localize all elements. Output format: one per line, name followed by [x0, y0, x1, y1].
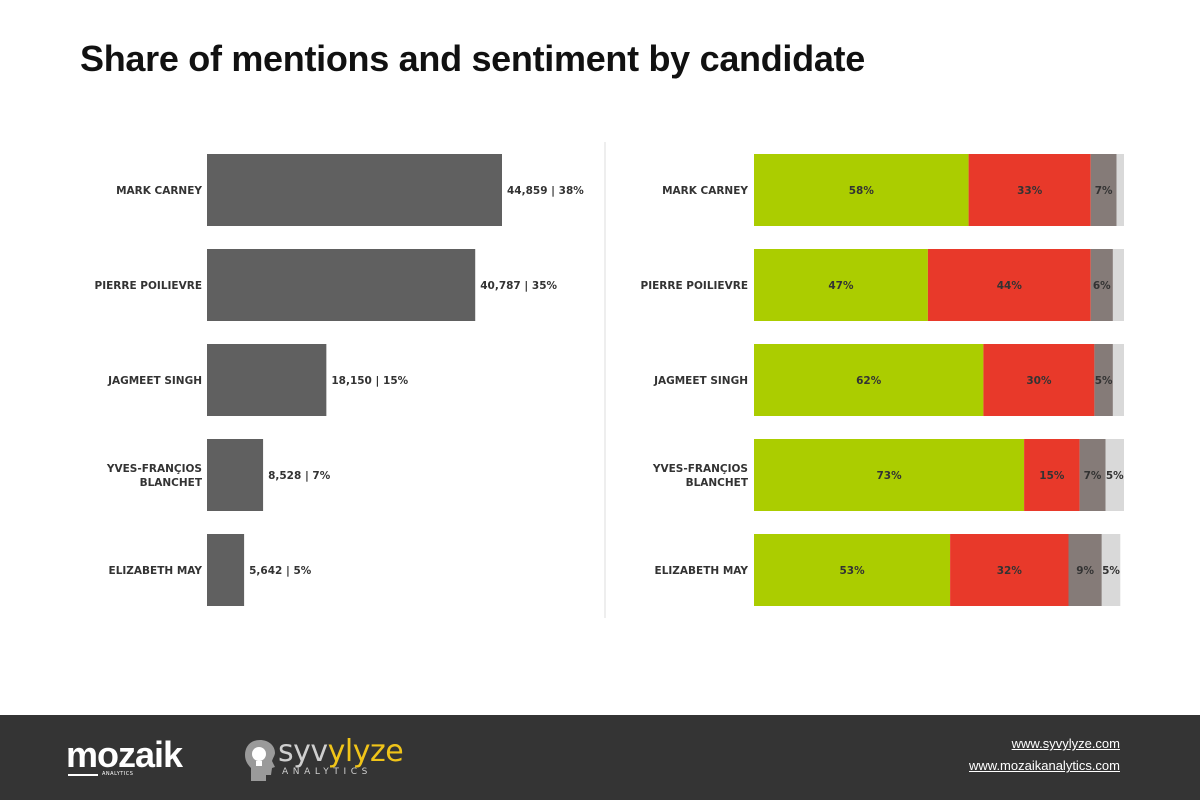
category-label-line: ELIZABETH MAY — [655, 565, 749, 577]
syvylyze-logo[interactable]: syvylyze ANALYTICS — [242, 735, 404, 789]
category-label-line: JAGMEET SINGH — [653, 375, 748, 387]
mentions-data-label: 40,787 | 35% — [480, 280, 557, 292]
category-label-line: PIERRE POILIEVRE — [641, 280, 748, 292]
category-label-line: BLANCHET — [140, 477, 203, 489]
sentiment-data-label: 7% — [1095, 185, 1113, 197]
sentiment-data-label: 5% — [1106, 470, 1124, 482]
category-label: YVES-FRANÇIOS BLANCHET — [652, 463, 749, 489]
category-label: JAGMEET SINGH — [107, 375, 202, 387]
sentiment-data-label: 15% — [1039, 470, 1065, 482]
category-label-line: ELIZABETH MAY — [109, 565, 203, 577]
mentions-bar — [207, 439, 264, 511]
mozaik-logo[interactable]: mozaik ANALYTICS — [66, 735, 196, 779]
mentions-data-label: 18,150 | 15% — [331, 375, 408, 387]
head-lightbulb-icon — [245, 740, 275, 781]
charts-canvas: MARK CARNEY 44,859 | 38% PIERRE POILIEVRE 4… — [95, 142, 1124, 618]
other-segment — [1101, 534, 1121, 606]
category-label: YVES-FRANÇIOS BLANCHET — [106, 463, 203, 489]
category-label: MARK CARNEY — [116, 185, 202, 197]
neutral-segment — [1079, 439, 1106, 511]
syvylyze-website-link[interactable]: www.syvylyze.com — [1011, 736, 1120, 751]
mozaik-logo-underline — [68, 774, 98, 776]
mentions-data-label: 5,642 | 5% — [249, 565, 312, 577]
category-label-line: YVES-FRANÇIOS — [106, 463, 202, 475]
mentions-bar-chart: MARK CARNEY 44,859 | 38% PIERRE POILIEVRE 4… — [95, 154, 584, 606]
neutral-segment — [1090, 154, 1117, 226]
mentions-bar — [207, 534, 245, 606]
positive-segment — [754, 344, 984, 416]
sentiment-data-label: 9% — [1076, 565, 1094, 577]
sentiment-data-label: 30% — [1026, 375, 1052, 387]
sentiment-stacked-bar-chart: MARK CARNEY 58% 33% 7% PIERRE POILIEVRE 47% 44… — [641, 154, 1124, 606]
sentiment-data-label: 47% — [828, 280, 854, 292]
sentiment-data-label: 5% — [1095, 375, 1113, 387]
category-label-line: MARK CARNEY — [662, 185, 748, 197]
category-label-line: JAGMEET SINGH — [107, 375, 202, 387]
neutral-segment — [1090, 249, 1113, 321]
other-segment — [1112, 344, 1124, 416]
sentiment-data-label: 33% — [1017, 185, 1043, 197]
positive-segment — [754, 439, 1025, 511]
sentiment-data-label: 32% — [997, 565, 1023, 577]
category-label-line: BLANCHET — [686, 477, 749, 489]
sentiment-data-label: 44% — [997, 280, 1023, 292]
category-label-line: MARK CARNEY — [116, 185, 202, 197]
mentions-bar — [207, 249, 476, 321]
category-label: PIERRE POILIEVRE — [641, 280, 748, 292]
sentiment-data-label: 53% — [839, 565, 865, 577]
category-label: PIERRE POILIEVRE — [95, 280, 202, 292]
category-label: ELIZABETH MAY — [109, 565, 203, 577]
positive-segment — [754, 534, 951, 606]
category-label: MARK CARNEY — [662, 185, 748, 197]
page-title: Share of mentions and sentiment by candi… — [80, 38, 865, 79]
negative-segment — [927, 249, 1091, 321]
other-segment — [1116, 154, 1124, 226]
other-segment — [1105, 439, 1124, 511]
negative-segment — [950, 534, 1069, 606]
sentiment-data-label: 5% — [1102, 565, 1120, 577]
footer: mozaik ANALYTICS syvylyze ANALYTICS www.… — [0, 715, 1200, 800]
syvylyze-logo-sub: ANALYTICS — [282, 767, 372, 777]
sentiment-data-label: 6% — [1093, 280, 1111, 292]
category-label-line: YVES-FRANÇIOS — [652, 463, 748, 475]
mentions-data-label: 8,528 | 7% — [268, 470, 331, 482]
neutral-segment — [1068, 534, 1102, 606]
sentiment-data-label: 58% — [849, 185, 875, 197]
category-label: ELIZABETH MAY — [655, 565, 749, 577]
syvylyze-logo-text: syvylyze — [278, 734, 404, 769]
mozaik-website-link[interactable]: www.mozaikanalytics.com — [969, 758, 1120, 773]
category-label: JAGMEET SINGH — [653, 375, 748, 387]
mentions-bar — [207, 344, 327, 416]
sentiment-data-label: 62% — [856, 375, 882, 387]
category-label-line: PIERRE POILIEVRE — [95, 280, 202, 292]
positive-segment — [754, 154, 969, 226]
mentions-bar — [207, 154, 502, 226]
mozaik-logo-sub: ANALYTICS — [102, 771, 134, 777]
neutral-segment — [1094, 344, 1113, 416]
mozaik-logo-text: mozaik — [66, 734, 183, 775]
sentiment-data-label: 73% — [876, 470, 902, 482]
other-segment — [1112, 249, 1124, 321]
negative-segment — [1024, 439, 1080, 511]
negative-segment — [968, 154, 1091, 226]
sentiment-data-label: 7% — [1084, 470, 1102, 482]
negative-segment — [983, 344, 1095, 416]
positive-segment — [754, 249, 928, 321]
mentions-data-label: 44,859 | 38% — [507, 185, 584, 197]
